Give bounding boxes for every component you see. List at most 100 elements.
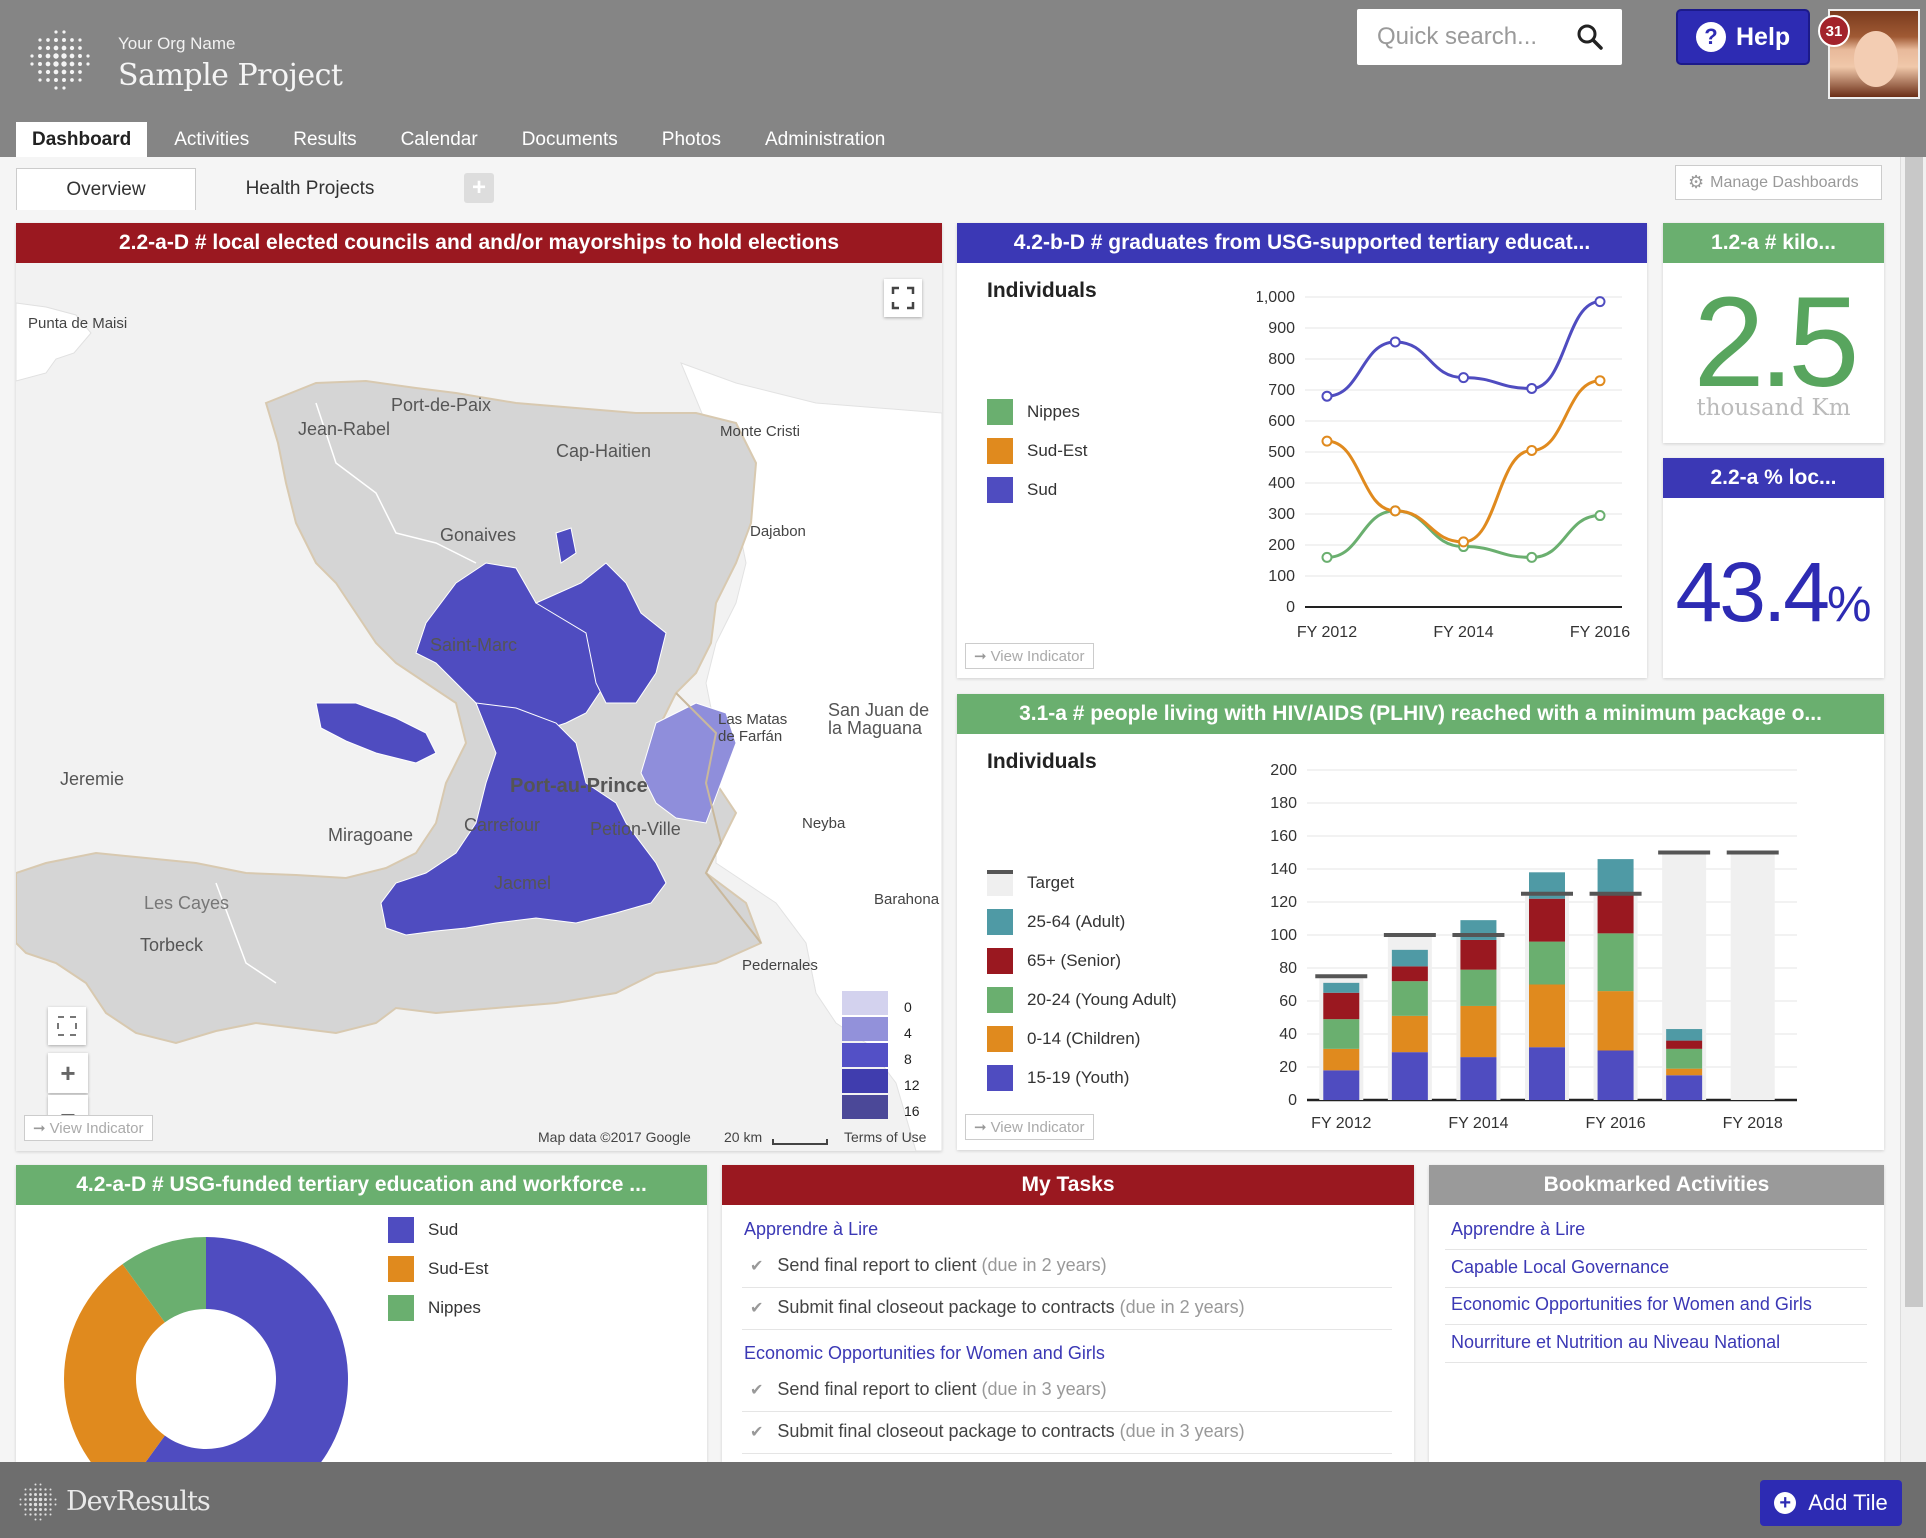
check-icon: ✔ [750, 1299, 764, 1317]
map-label-miragoane: Miragoane [328, 825, 414, 845]
legend-item-sud[interactable]: Sud [987, 477, 1057, 503]
km-tile-title[interactable]: 1.2-a # kilo... [1663, 223, 1884, 263]
y-tick-label: 80 [1279, 960, 1297, 977]
y-tick-label: 0 [1286, 599, 1295, 616]
bookmark-link[interactable]: Apprendre à Lire [1451, 1219, 1586, 1239]
legend-label: Sud [1027, 480, 1058, 499]
data-point [1594, 510, 1606, 522]
legend-item-nippes[interactable]: Nippes [388, 1295, 481, 1321]
map-tile-title[interactable]: 2.2-a-D # local elected councils and and… [16, 223, 942, 263]
avatar[interactable] [1828, 9, 1920, 99]
scrollbar-thumb[interactable] [1905, 157, 1923, 1307]
help-button[interactable]: ? Help [1676, 9, 1810, 65]
bookmarks-tile-title[interactable]: Bookmarked Activities [1429, 1165, 1884, 1205]
tab-documents[interactable]: Documents [521, 128, 618, 150]
search-input[interactable] [1357, 9, 1567, 65]
task-activity-link[interactable]: Economic Opportunities for Women and Gir… [744, 1343, 1105, 1363]
task-item[interactable]: ✔ Submit final closeout package to contr… [750, 1297, 1245, 1318]
y-tick-label: 20 [1279, 1059, 1297, 1076]
map-label-gonaives: Gonaives [440, 525, 517, 545]
task-activity-link[interactable]: Apprendre à Lire [744, 1219, 879, 1239]
subtab-health-projects[interactable]: Health Projects [245, 178, 375, 199]
bar-segment [1460, 939, 1497, 970]
legend-item-65-senior-[interactable]: 65+ (Senior) [987, 948, 1121, 974]
data-point [1389, 505, 1401, 517]
legend-label-8: 8 [904, 1051, 912, 1067]
tab-activities[interactable]: Activities [174, 128, 250, 150]
project-name[interactable]: Sample Project [118, 58, 343, 93]
bookmark-link[interactable]: Nourriture et Nutrition au Niveau Nation… [1451, 1332, 1781, 1352]
x-tick-label: FY 2012 [1297, 624, 1357, 641]
graduates-view-indicator-button[interactable]: ➞ View Indicator [965, 643, 1094, 669]
map-label-carrefour: Carrefour [464, 815, 541, 835]
legend-item-0-14-children-[interactable]: 0-14 (Children) [987, 1026, 1140, 1052]
bookmark-link[interactable]: Economic Opportunities for Women and Gir… [1451, 1294, 1812, 1314]
graduates-unit: Individuals [987, 279, 1097, 302]
legend-swatch-8 [842, 1043, 888, 1067]
add-dashboard-icon[interactable]: + [464, 173, 494, 203]
add-tile-button[interactable]: + Add Tile [1760, 1480, 1902, 1526]
map-canvas[interactable]: Punta de Maisi Port-de-Paix Jean-Rabel C… [16, 263, 942, 1151]
task-item[interactable]: ✔ Submit final closeout package to contr… [750, 1421, 1245, 1442]
hiv-view-indicator-button[interactable]: ➞ View Indicator [965, 1114, 1094, 1140]
task-item[interactable]: ✔ Send final report to client (due in 3 … [750, 1379, 1107, 1400]
legend-item-sud[interactable]: Sud [388, 1217, 458, 1243]
graduates-tile-title[interactable]: 4.2-b-D # graduates from USG-supported t… [957, 223, 1647, 263]
legend-item-nippes[interactable]: Nippes [987, 399, 1080, 425]
percent-tile-title[interactable]: 2.2-a % loc... [1663, 458, 1884, 498]
tab-photos[interactable]: Photos [661, 128, 721, 150]
tab-administration[interactable]: Administration [764, 128, 886, 150]
y-tick-label: 500 [1268, 444, 1295, 461]
legend-item-15-19-youth-[interactable]: 15-19 (Youth) [987, 1065, 1129, 1091]
y-tick-label: 0 [1288, 1092, 1297, 1109]
task-item[interactable]: ✔ Send final report to client (due in 2 … [750, 1255, 1107, 1276]
subtab-overview[interactable]: Overview [16, 168, 196, 210]
percent-display: 43.4% [1663, 550, 1884, 634]
km-tile: 1.2-a # kilo... 2.5 thousand Km [1663, 223, 1884, 443]
bar-segment [1666, 1048, 1703, 1069]
education-tile: 4.2-a-D # USG-funded tertiary education … [16, 1165, 707, 1462]
search-icon[interactable] [1576, 23, 1604, 51]
notification-badge[interactable]: 31 [1818, 15, 1850, 47]
legend-item-sud-est[interactable]: Sud-Est [987, 438, 1087, 464]
legend-label: Nippes [1027, 402, 1080, 421]
legend-item-20-24-young-adult-[interactable]: 20-24 (Young Adult) [987, 987, 1177, 1013]
education-tile-title[interactable]: 4.2-a-D # USG-funded tertiary education … [16, 1165, 707, 1205]
map-terms-link[interactable]: Terms of Use [844, 1129, 927, 1145]
map-label-portdepaix: Port-de-Paix [391, 395, 492, 415]
tab-calendar[interactable]: Calendar [400, 128, 478, 150]
y-tick-label: 200 [1270, 762, 1297, 779]
map-attribution: Map data ©2017 Google [538, 1129, 691, 1145]
x-tick-label: FY 2016 [1585, 1115, 1645, 1130]
bar-segment [1529, 1047, 1565, 1100]
tab-dashboard[interactable]: Dashboard [16, 122, 148, 157]
percent-value: 43.4 [1675, 545, 1830, 639]
map-label-pedernales: Pedernales [742, 957, 818, 974]
legend-item-target[interactable]: Target [987, 870, 1074, 896]
hiv-tile-title[interactable]: 3.1-a # people living with HIV/AIDS (PLH… [957, 694, 1884, 734]
data-point [1526, 444, 1538, 456]
x-tick-label: FY 2014 [1448, 1115, 1508, 1130]
legend-item-sud-est[interactable]: Sud-Est [388, 1256, 488, 1282]
org-name: Your Org Name [118, 34, 236, 53]
expand-icon[interactable] [884, 279, 922, 317]
legend-item-25-64-adult-[interactable]: 25-64 (Adult) [987, 909, 1125, 935]
map-label-jacmel: Jacmel [494, 873, 552, 893]
task-text: Submit final closeout package to contrac… [777, 1297, 1115, 1317]
map-view-indicator-button[interactable]: ➞ View Indicator [24, 1115, 153, 1141]
tasks-tile-title[interactable]: My Tasks [722, 1165, 1414, 1205]
task-divider [742, 1453, 1392, 1454]
devresults-logo-icon [19, 1483, 57, 1521]
manage-dashboards-button[interactable]: ⚙ Manage Dashboards [1675, 165, 1882, 200]
bar-segment [1597, 991, 1634, 1051]
scrollbar[interactable] [1900, 157, 1926, 1462]
hiv-unit: Individuals [987, 750, 1097, 773]
map-fullscreen-icon[interactable] [48, 1007, 86, 1045]
tab-results[interactable]: Results [293, 128, 357, 150]
map-scale-bar [772, 1139, 828, 1145]
legend-label-0: 0 [904, 999, 912, 1015]
zoom-in-button[interactable]: + [48, 1053, 88, 1093]
bookmark-link[interactable]: Capable Local Governance [1451, 1257, 1670, 1277]
donut-slice-nippes [122, 1237, 206, 1323]
education-donut-chart [64, 1237, 348, 1462]
